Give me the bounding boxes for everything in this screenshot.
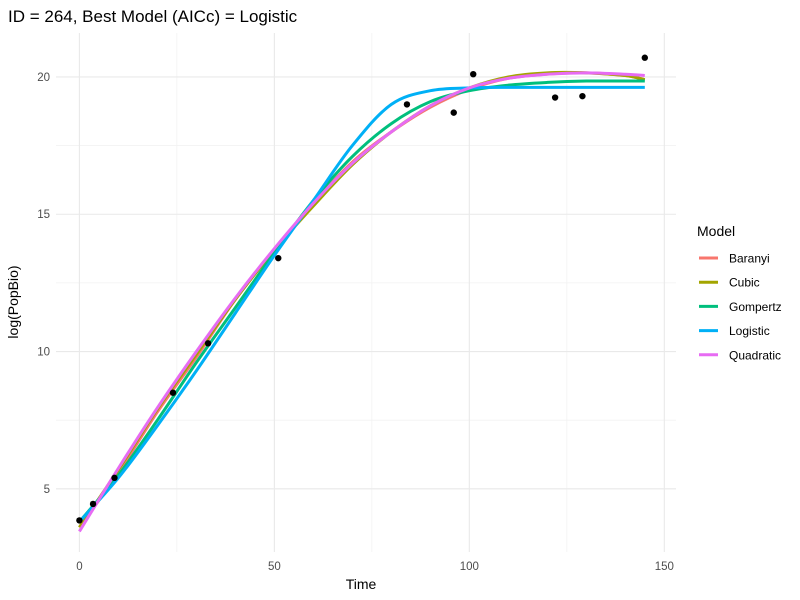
data-point	[470, 70, 477, 78]
x-tick-label: 0	[76, 561, 82, 573]
legend-title: Model	[697, 223, 735, 239]
legend: Model Baranyi Cubic Gompertz Logistic Quadra…	[697, 223, 782, 362]
chart-title: ID = 264, Best Model (AICc) = Logistic	[8, 7, 298, 26]
data-point	[89, 500, 97, 508]
y-axis-title: log(PopBio)	[5, 265, 21, 338]
data-point	[403, 101, 411, 108]
series-line-quadratic	[78, 71, 645, 533]
y-tick-label: 15	[37, 209, 50, 221]
legend-label-cubic: Cubic	[729, 276, 760, 290]
legend-label-logistic: Logistic	[729, 324, 770, 338]
y-tick-label: 5	[44, 484, 50, 496]
data-point	[579, 92, 586, 100]
observed-points	[76, 54, 649, 524]
x-tick-label: 50	[268, 561, 281, 573]
data-point	[204, 340, 212, 347]
data-point	[275, 254, 282, 262]
legend-label-quadratic: Quadratic	[729, 348, 781, 362]
legend-label-baranyi: Baranyi	[729, 252, 770, 266]
data-point	[111, 474, 118, 482]
data-point	[76, 517, 83, 524]
y-tick-label: 10	[37, 347, 50, 359]
series-line-logistic	[78, 85, 645, 523]
x-tick-label: 150	[655, 561, 674, 573]
axis-ticks: 0 50 100 150 5 10 15 20	[37, 72, 674, 573]
data-point	[450, 109, 457, 116]
x-tick-label: 100	[460, 561, 479, 573]
data-point	[551, 94, 559, 101]
x-axis-title: Time	[346, 576, 377, 592]
legend-label-gompertz: Gompertz	[729, 300, 782, 314]
data-point	[641, 54, 649, 61]
data-point	[169, 389, 177, 396]
y-tick-label: 20	[37, 72, 50, 84]
